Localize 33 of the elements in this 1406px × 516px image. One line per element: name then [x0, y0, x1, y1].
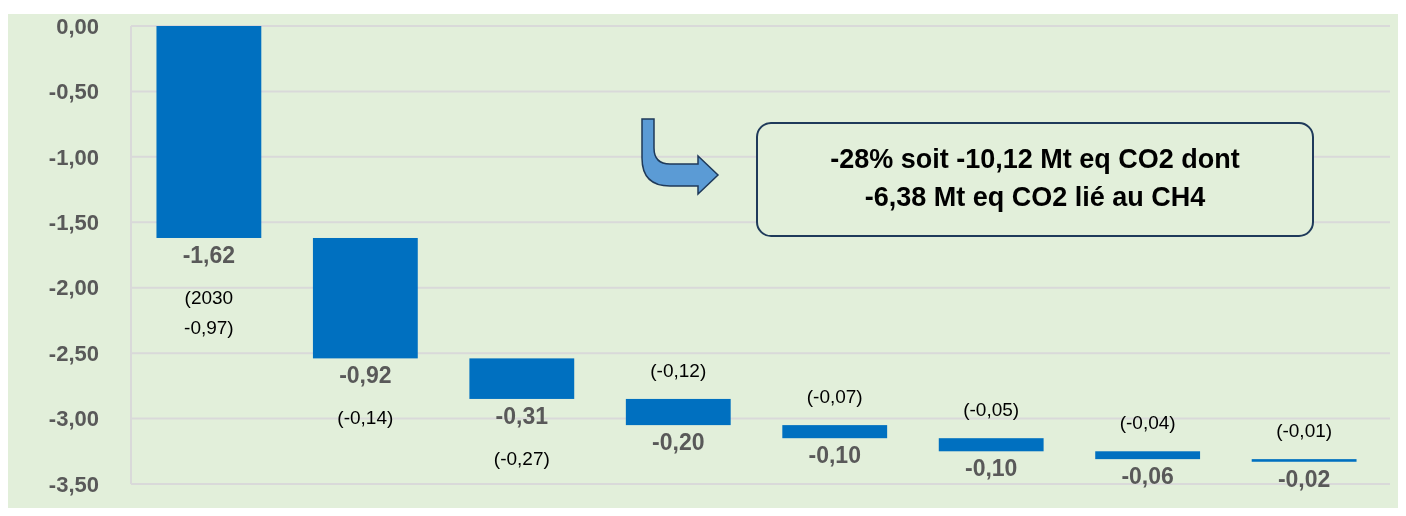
bar — [312, 237, 418, 359]
y-tick-label: -2,50 — [48, 340, 99, 366]
y-tick-label: -0,50 — [48, 79, 99, 105]
annotation: (-0,27) — [493, 447, 550, 469]
data-label: -0,92 — [339, 362, 392, 389]
y-tick-label: 0,00 — [56, 13, 99, 39]
bar — [1251, 459, 1357, 462]
annotation: (-0,04) — [1119, 412, 1176, 434]
bar — [1095, 451, 1201, 460]
y-tick-label: -2,00 — [48, 275, 99, 301]
annotation: (-0,14) — [337, 407, 394, 429]
data-label: -0,10 — [808, 442, 861, 469]
data-label: -0,10 — [964, 455, 1018, 482]
data-label: -0,20 — [652, 429, 705, 456]
annotation: (-0,12) — [650, 359, 707, 381]
data-label: -0,06 — [1121, 463, 1174, 490]
y-tick-label: -3,00 — [48, 406, 99, 432]
bar — [938, 438, 1044, 452]
bar — [782, 425, 888, 439]
y-tick-label: -1,00 — [48, 144, 99, 170]
annotation: (-0,01) — [1276, 420, 1333, 442]
bar — [156, 26, 262, 238]
bar — [469, 358, 575, 399]
annotation: -28% soit -10,12 Mt eq CO2 dont -6,38 Mt eq CO2 lié au CH4 — [830, 144, 1240, 212]
data-label: -0,02 — [1277, 465, 1331, 492]
annotation: (-0,05) — [963, 399, 1020, 421]
y-tick-label: -3,50 — [48, 471, 99, 497]
bar — [625, 398, 731, 426]
data-label: -0,31 — [495, 402, 549, 429]
annotation: (-0,07) — [806, 386, 863, 408]
data-label: -1,62 — [182, 241, 236, 268]
annotation: (2030 -0,97) — [184, 286, 234, 338]
y-tick-label: -1,50 — [48, 209, 99, 235]
